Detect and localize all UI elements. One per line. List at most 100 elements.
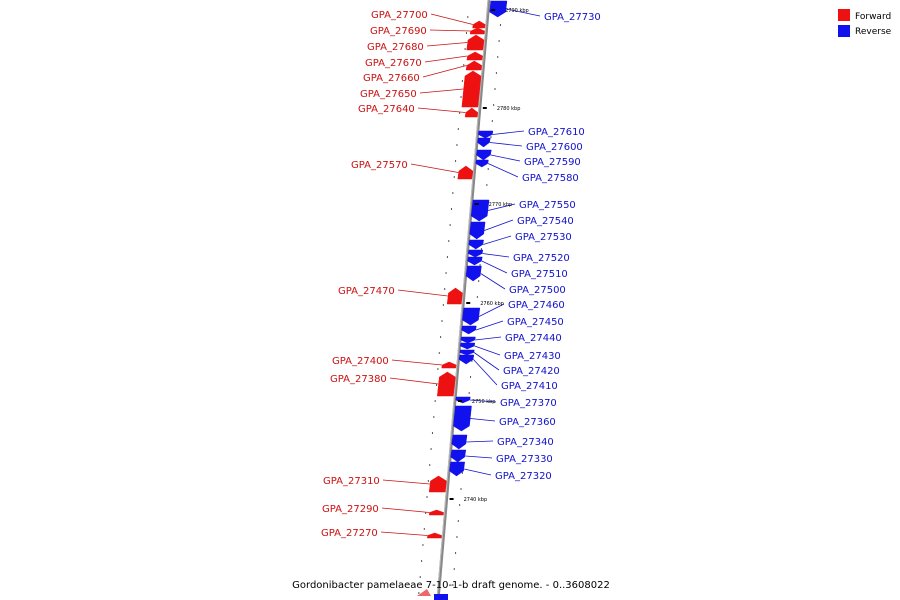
gene-leader-line: [483, 235, 512, 245]
gene-label[interactable]: GPA_27590: [524, 157, 581, 168]
gene-glyph[interactable]: [437, 371, 456, 397]
partial-reverse-gene-bottom: [434, 594, 448, 600]
legend-label-reverse: Reverse: [855, 27, 892, 37]
scale-label: 2750 kbp: [472, 399, 496, 405]
gene-label[interactable]: GPA_27690: [370, 26, 427, 37]
gene-label[interactable]: GPA_27450: [507, 317, 564, 328]
gene-glyph[interactable]: [450, 449, 467, 463]
gene-glyph[interactable]: [489, 0, 508, 18]
gene-glyph[interactable]: [459, 349, 475, 356]
scale-tick: [449, 498, 454, 500]
minor-tick: [452, 192, 454, 194]
minor-tick: [491, 120, 493, 122]
minor-tick: [436, 384, 438, 386]
gene-glyph[interactable]: [455, 396, 471, 404]
gene-label[interactable]: GPA_27270: [321, 528, 378, 539]
gene-leader-line: [380, 531, 428, 536]
gene-label[interactable]: GPA_27660: [363, 73, 420, 84]
gene-label[interactable]: GPA_27610: [528, 127, 585, 138]
gene-label[interactable]: GPA_27650: [360, 89, 417, 100]
gene-label[interactable]: GPA_27440: [505, 333, 562, 344]
gene-leader-line: [480, 273, 506, 290]
minor-tick: [434, 400, 436, 402]
minor-tick: [498, 40, 500, 42]
gene-label[interactable]: GPA_27320: [495, 471, 552, 482]
scale-label: 2740 kbp: [464, 497, 488, 503]
gene-glyph[interactable]: [469, 27, 485, 35]
gene-glyph[interactable]: [465, 265, 482, 282]
minor-tick: [468, 392, 470, 394]
gene-glyph[interactable]: [428, 475, 447, 493]
gene-glyph[interactable]: [458, 354, 475, 365]
gene-label[interactable]: GPA_27330: [496, 454, 553, 465]
gene-glyph[interactable]: [441, 361, 457, 369]
gene-leader-line: [488, 203, 516, 211]
scale-tick: [474, 203, 479, 205]
gene-glyph[interactable]: [470, 199, 490, 222]
gene-label[interactable]: GPA_27510: [511, 269, 568, 280]
minor-tick: [460, 488, 462, 490]
minor-tick: [422, 544, 424, 546]
gene-label[interactable]: GPA_27600: [526, 142, 583, 153]
gene-label[interactable]: GPA_27370: [500, 398, 557, 409]
gene-label[interactable]: GPA_27670: [365, 58, 422, 69]
minor-tick: [453, 176, 455, 178]
minor-tick: [421, 560, 423, 562]
gene-label[interactable]: GPA_27460: [508, 300, 565, 311]
gene-glyph[interactable]: [462, 307, 481, 326]
minor-tick: [430, 448, 432, 450]
gene-label[interactable]: GPA_27470: [338, 286, 395, 297]
gene-label[interactable]: GPA_27420: [503, 366, 560, 377]
gene-glyph[interactable]: [477, 137, 491, 148]
gene-label[interactable]: GPA_27700: [371, 10, 428, 21]
gene-leader-line: [487, 163, 519, 178]
gene-label[interactable]: GPA_27400: [332, 356, 389, 367]
gene-leader-line: [506, 8, 541, 17]
scale-tick: [482, 107, 487, 109]
gene-glyph[interactable]: [428, 509, 444, 516]
gene-glyph[interactable]: [451, 434, 468, 450]
gene-glyph[interactable]: [478, 130, 494, 139]
gene-leader-line: [482, 253, 510, 258]
minor-tick: [459, 504, 461, 506]
gene-glyph[interactable]: [453, 405, 472, 432]
gene-label[interactable]: GPA_27580: [522, 173, 579, 184]
gene-label[interactable]: GPA_27360: [499, 417, 556, 428]
gene-glyph[interactable]: [469, 221, 486, 240]
gene-label[interactable]: GPA_27340: [497, 437, 554, 448]
gene-glyph[interactable]: [457, 165, 474, 180]
genome-axis: [436, 0, 491, 600]
gene-glyph[interactable]: [464, 107, 479, 118]
gene-label[interactable]: GPA_27550: [519, 200, 576, 211]
gene-label[interactable]: GPA_27570: [351, 160, 408, 171]
gene-glyph[interactable]: [427, 532, 442, 539]
gene-glyph[interactable]: [472, 20, 486, 29]
gene-glyph[interactable]: [461, 325, 477, 335]
gene-glyph[interactable]: [468, 239, 484, 250]
gene-glyph[interactable]: [460, 342, 476, 350]
gene-glyph[interactable]: [467, 256, 483, 266]
gene-leader-line: [391, 359, 443, 366]
gene-glyph[interactable]: [461, 70, 482, 108]
gene-label[interactable]: GPA_27520: [513, 253, 570, 264]
gene-glyph[interactable]: [475, 159, 489, 168]
gene-label[interactable]: GPA_27430: [504, 351, 561, 362]
gene-glyph[interactable]: [460, 336, 476, 344]
gene-label[interactable]: GPA_27540: [517, 216, 574, 227]
gene-label[interactable]: GPA_27730: [544, 12, 601, 23]
gene-label[interactable]: GPA_27290: [322, 504, 379, 515]
gene-label[interactable]: GPA_27640: [358, 104, 415, 115]
gene-glyph[interactable]: [466, 34, 485, 51]
gene-glyph[interactable]: [467, 249, 484, 258]
gene-label[interactable]: GPA_27410: [501, 381, 558, 392]
gene-label[interactable]: GPA_27310: [323, 476, 380, 487]
gene-glyph[interactable]: [476, 149, 492, 161]
gene-glyph[interactable]: [466, 51, 483, 61]
gene-label[interactable]: GPA_27380: [330, 374, 387, 385]
gene-glyph[interactable]: [449, 461, 465, 477]
gene-glyph[interactable]: [465, 60, 483, 71]
gene-label[interactable]: GPA_27500: [509, 285, 566, 296]
gene-glyph[interactable]: [446, 287, 463, 305]
gene-label[interactable]: GPA_27680: [367, 42, 424, 53]
gene-label[interactable]: GPA_27530: [515, 232, 572, 243]
